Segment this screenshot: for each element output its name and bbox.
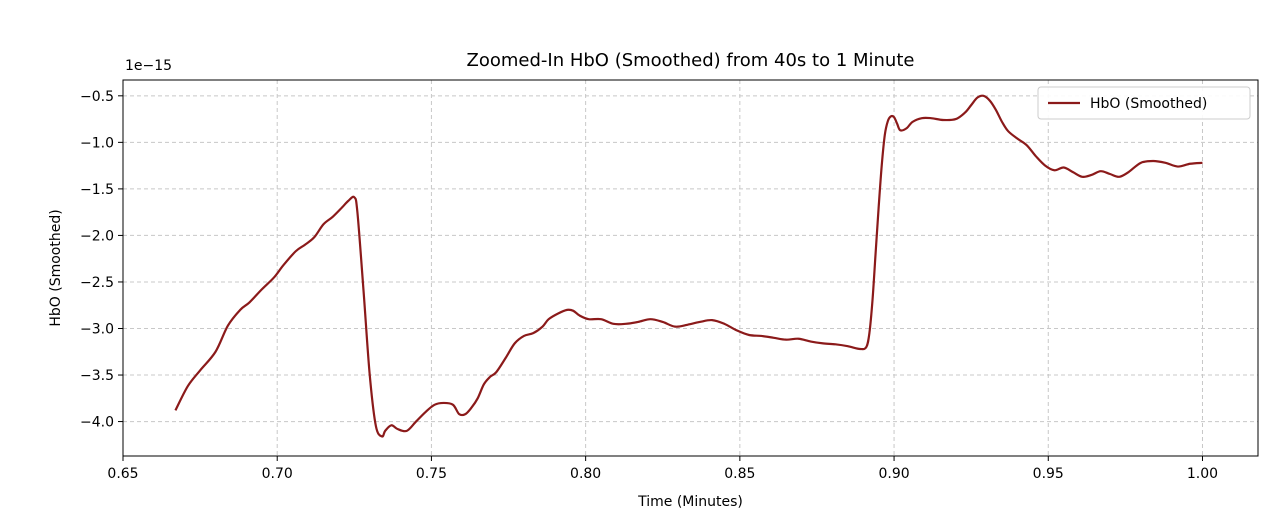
series-line-hbo-smoothed [174, 94, 1203, 438]
y-tick-label: −2.0 [80, 228, 114, 244]
y-tick-label: −0.5 [80, 89, 114, 105]
x-axis-label: Time (Minutes) [637, 494, 743, 510]
y-tick-label: −1.0 [80, 135, 114, 151]
y-tick-label: −4.0 [80, 415, 114, 431]
grid [123, 80, 1258, 456]
x-tick-label: 1.00 [1187, 466, 1218, 482]
x-tick-label: 0.75 [416, 466, 447, 482]
legend-box [1037, 86, 1251, 120]
y-axis-offset-text: 1e−15 [125, 58, 172, 74]
x-tick-label: 0.85 [724, 466, 755, 482]
x-axis: 0.65 0.70 0.75 0.80 0.85 0.90 0.95 1.00 [107, 456, 1218, 482]
x-tick-label: 0.65 [107, 466, 138, 482]
legend-label: HbO (Smoothed) [1090, 96, 1207, 112]
y-tick-label: −3.0 [80, 321, 114, 337]
y-axis-label: HbO (Smoothed) [48, 209, 64, 326]
x-tick-label: 0.90 [878, 466, 909, 482]
x-tick-label: 0.80 [570, 466, 601, 482]
y-tick-label: −2.5 [80, 275, 114, 291]
y-tick-label: −1.5 [80, 182, 114, 198]
plot-area-frame [122, 79, 1259, 457]
y-tick-label: −3.5 [80, 368, 114, 384]
x-tick-label: 0.95 [1033, 466, 1064, 482]
y-axis: −4.0 −3.5 −3.0 −2.5 −2.0 −1.5 −1.0 −0.5 [80, 89, 123, 431]
series-layer [174, 94, 1203, 438]
chart-title: Zoomed-In HbO (Smoothed) from 40s to 1 M… [467, 50, 915, 71]
legend: HbO (Smoothed) [1037, 86, 1251, 120]
x-tick-label: 0.70 [262, 466, 293, 482]
